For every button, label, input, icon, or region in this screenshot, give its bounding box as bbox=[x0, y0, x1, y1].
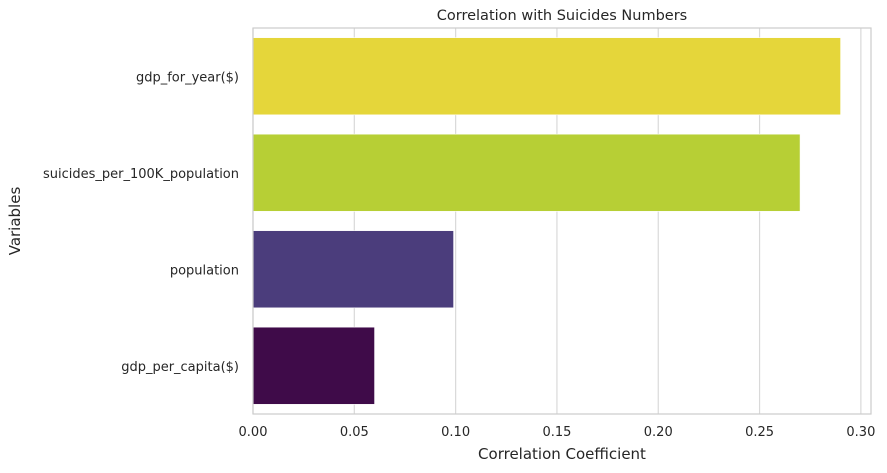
chart-title: Correlation with Suicides Numbers bbox=[437, 8, 687, 24]
bar bbox=[252, 230, 454, 309]
bar bbox=[252, 133, 801, 212]
x-tick-label: 0.20 bbox=[644, 425, 673, 440]
plot-frame bbox=[252, 27, 872, 415]
y-tick-labels: gdp_for_year($) suicides_per_100K_populat… bbox=[43, 70, 239, 375]
x-axis-label: Correlation Coefficient bbox=[478, 445, 646, 463]
y-tick-label: population bbox=[170, 263, 239, 278]
bar bbox=[252, 37, 841, 116]
y-tick-label: suicides_per_100K_population bbox=[43, 167, 239, 182]
x-tick-label: 0.30 bbox=[846, 425, 875, 440]
y-tick-label: gdp_per_capita($) bbox=[121, 360, 239, 375]
x-tick-label: 0.10 bbox=[441, 425, 470, 440]
x-tick-label: 0.15 bbox=[542, 425, 571, 440]
x-tick-label: 0.25 bbox=[745, 425, 774, 440]
x-tick-label: 0.00 bbox=[239, 425, 268, 440]
x-tick-labels: 0.00 0.05 0.10 0.15 0.20 0.25 0.30 bbox=[239, 425, 876, 440]
y-tick-label: gdp_for_year($) bbox=[136, 70, 239, 85]
y-axis-label: Variables bbox=[6, 187, 24, 256]
x-tick-label: 0.05 bbox=[340, 425, 369, 440]
bar bbox=[252, 326, 375, 405]
bars bbox=[252, 37, 841, 405]
